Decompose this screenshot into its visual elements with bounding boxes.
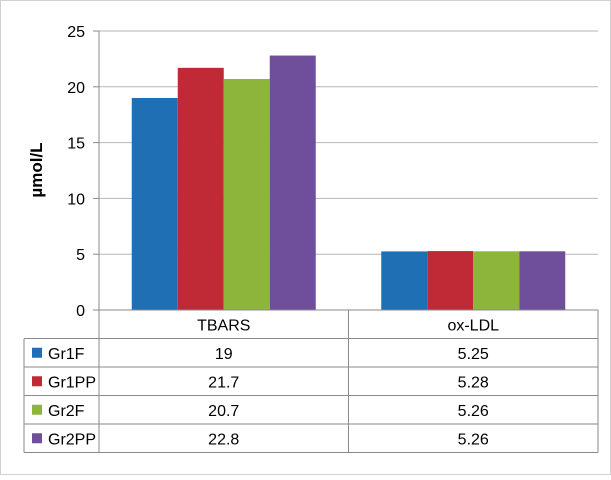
y-tick-label: 15 bbox=[67, 136, 85, 153]
data-label: 20.7 bbox=[208, 403, 239, 420]
y-tick-label: 20 bbox=[67, 80, 85, 97]
bar bbox=[473, 251, 519, 310]
data-label: 5.26 bbox=[458, 431, 489, 448]
legend-label: Gr1F bbox=[48, 346, 85, 363]
bar bbox=[178, 68, 224, 310]
legend-swatch bbox=[32, 433, 42, 443]
y-tick-label: 5 bbox=[76, 247, 85, 264]
y-tick-label: 10 bbox=[67, 191, 85, 208]
legend-swatch bbox=[32, 348, 42, 358]
bar bbox=[224, 79, 270, 310]
legend-swatch bbox=[32, 405, 42, 415]
bar bbox=[132, 98, 178, 310]
data-label: 5.28 bbox=[458, 374, 489, 391]
data-label: 21.7 bbox=[208, 374, 239, 391]
category-label: TBARS bbox=[197, 317, 250, 334]
bar bbox=[270, 56, 316, 310]
legend-swatch bbox=[32, 376, 42, 386]
bar bbox=[427, 251, 473, 310]
legend-label: Gr2PP bbox=[48, 431, 96, 448]
data-label: 19 bbox=[215, 346, 233, 363]
bar bbox=[381, 251, 427, 310]
category-label: ox-LDL bbox=[447, 317, 499, 334]
y-axis-label: µmol/L bbox=[27, 142, 46, 197]
bar bbox=[519, 251, 565, 310]
legend-label: Gr1PP bbox=[48, 374, 96, 391]
data-label: 22.8 bbox=[208, 431, 239, 448]
y-tick-label: 25 bbox=[67, 24, 85, 41]
y-tick-label: 0 bbox=[76, 303, 85, 320]
data-label: 5.25 bbox=[458, 346, 489, 363]
data-label: 5.26 bbox=[458, 403, 489, 420]
legend-label: Gr2F bbox=[48, 403, 85, 420]
